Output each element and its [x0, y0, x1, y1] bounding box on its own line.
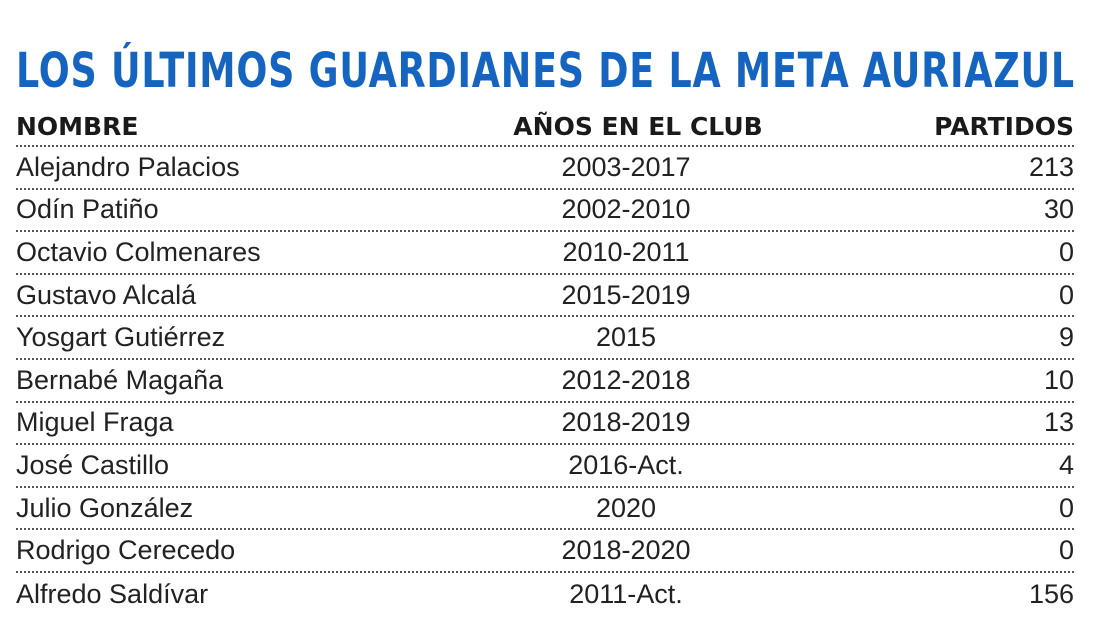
cell-games: 4: [1058, 449, 1074, 480]
cell-years: 2012-2018: [561, 364, 691, 395]
table-row: Alfredo Saldívar 2011-Act. 156: [16, 573, 1074, 616]
column-header-name: NOMBRE: [16, 111, 139, 141]
cell-years: 2018-2020: [561, 535, 691, 566]
cell-games: 0: [1058, 535, 1074, 566]
cell-name: Miguel Fraga: [16, 407, 174, 438]
cell-name: José Castillo: [16, 449, 170, 480]
cell-games: 0: [1058, 492, 1074, 523]
table-row: Gustavo Alcalá 2015-2019 0: [16, 275, 1074, 318]
cell-years: 2015-2019: [561, 279, 691, 310]
cell-years: 2003-2017: [561, 151, 691, 182]
table-row: Octavio Colmenares 2010-2011 0: [16, 232, 1074, 275]
table-row: Miguel Fraga 2018-2019 13: [16, 403, 1074, 446]
cell-years: 2018-2019: [561, 407, 691, 438]
table-row: José Castillo 2016-Act. 4: [16, 445, 1074, 488]
table-row: Rodrigo Cerecedo 2018-2020 0: [16, 530, 1074, 573]
table-row: Julio González 2020 0: [16, 488, 1074, 531]
table-row: Odín Patiño 2002-2010 30: [16, 190, 1074, 233]
table-row: Bernabé Magaña 2012-2018 10: [16, 360, 1074, 403]
cell-name: Alejandro Palacios: [16, 151, 240, 182]
cell-games: 0: [1058, 236, 1074, 267]
table-body: Alejandro Palacios 2003-2017 213 Odín Patiñ…: [16, 147, 1074, 616]
cell-name: Odín Patiño: [16, 194, 159, 225]
cell-name: Octavio Colmenares: [16, 236, 261, 267]
cell-years: 2011-Act.: [569, 578, 683, 609]
cell-games: 156: [1028, 578, 1074, 609]
page-title: LOS ÚLTIMOS GUARDIANES DE LA META AURIAZ…: [16, 43, 1075, 100]
cell-years: 2010-2011: [562, 236, 690, 267]
cell-games: 213: [1028, 151, 1074, 182]
cell-name: Alfredo Saldívar: [16, 578, 209, 609]
column-header-games: PARTIDOS: [934, 111, 1074, 141]
cell-years: 2015: [595, 322, 657, 353]
cell-games: 0: [1058, 279, 1074, 310]
cell-name: Bernabé Magaña: [16, 364, 224, 395]
table-row: Alejandro Palacios 2003-2017 213: [16, 147, 1074, 190]
table-header-row: NOMBRE AÑOS EN EL CLUB PARTIDOS: [16, 107, 1074, 147]
cell-name: Gustavo Alcalá: [16, 279, 197, 310]
cell-games: 13: [1043, 407, 1074, 438]
cell-name: Yosgart Gutiérrez: [16, 322, 226, 353]
cell-games: 10: [1043, 364, 1074, 395]
cell-years: 2002-2010: [561, 194, 691, 225]
cell-years: 2020: [595, 492, 657, 523]
cell-name: Julio González: [16, 492, 194, 523]
table-row: Yosgart Gutiérrez 2015 9: [16, 317, 1074, 360]
cell-years: 2016-Act.: [568, 449, 684, 480]
cell-games: 9: [1058, 322, 1074, 353]
goalkeepers-table: NOMBRE AÑOS EN EL CLUB PARTIDOS Alejandr…: [16, 107, 1074, 616]
column-header-years: AÑOS EN EL CLUB: [513, 111, 763, 141]
cell-name: Rodrigo Cerecedo: [16, 535, 236, 566]
cell-games: 30: [1043, 194, 1074, 225]
